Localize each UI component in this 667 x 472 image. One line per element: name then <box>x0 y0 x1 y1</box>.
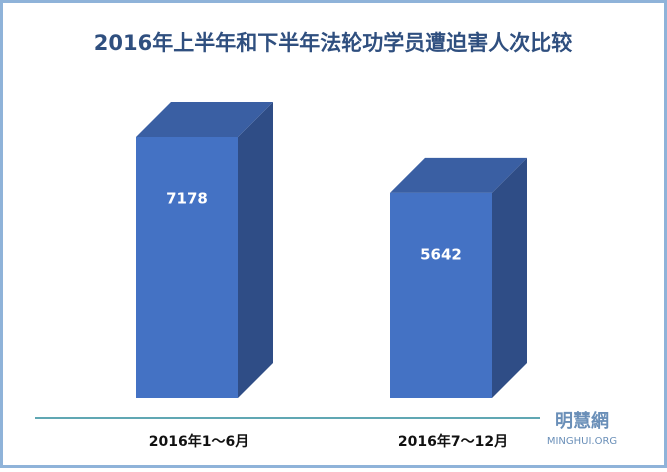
x-tick-label: 2016年7～12月 <box>398 433 508 450</box>
logo: 明慧網 <box>555 410 609 432</box>
chart-title: 2016年上半年和下半年法轮功学员遭迫害人次比较 <box>94 31 572 55</box>
bar-side <box>492 157 527 398</box>
value-label: 7178 <box>166 190 208 208</box>
bar <box>136 137 238 398</box>
bar <box>390 192 492 398</box>
logo-subtext: MINGHUI.ORG <box>547 436 617 447</box>
x-tick-label: 2016年1～6月 <box>149 433 249 450</box>
bar-top <box>136 102 273 137</box>
bar-top <box>390 157 527 193</box>
bar-side <box>238 102 273 398</box>
value-label: 5642 <box>420 245 462 263</box>
